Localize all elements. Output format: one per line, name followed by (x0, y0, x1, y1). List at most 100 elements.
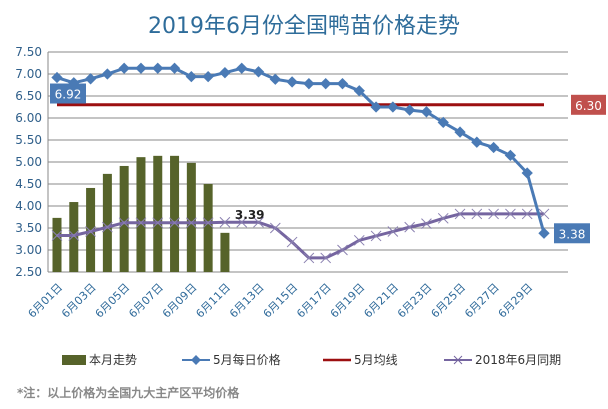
y-tick-label: 4.50 (15, 177, 42, 191)
may-daily-marker (538, 227, 550, 239)
series-2018-marker (68, 230, 80, 241)
legend-bar-swatch-icon (62, 354, 86, 365)
may-daily-marker (504, 149, 517, 162)
legend-label: 5月均线 (354, 353, 398, 367)
series-2018-marker (253, 216, 264, 228)
x-tick-label: 6月19日 (328, 281, 368, 321)
may-daily-marker (84, 73, 97, 85)
data-label-box (50, 83, 86, 104)
y-tick-label: 7.50 (15, 45, 42, 59)
series-2018-marker (471, 208, 483, 220)
data-label-box (571, 94, 606, 115)
may-daily-marker (219, 67, 231, 79)
y-tick-label: 6.50 (15, 89, 42, 103)
bar (119, 165, 129, 272)
x-tick-label: 6月15日 (261, 281, 301, 321)
legend-x-line-icon (444, 355, 472, 364)
y-tick-label: 5.00 (15, 155, 42, 169)
series-2018-marker (320, 252, 332, 264)
legend-item-may-daily[interactable]: 5月每日价格 (182, 351, 281, 368)
bar (203, 184, 213, 272)
x-tick-label: 6月23日 (395, 281, 435, 321)
data-label: 6.92 (55, 88, 82, 102)
series-2018-marker (387, 226, 399, 237)
y-tick-label: 5.50 (15, 133, 42, 147)
bar (186, 162, 196, 272)
may-daily-marker (471, 136, 483, 148)
may-daily-marker (269, 73, 281, 85)
x-tick-label: 6月01日 (26, 281, 66, 321)
x-tick-label: 6月21日 (361, 281, 401, 321)
x-tick-label: 6月27日 (462, 281, 502, 321)
data-label-box (554, 223, 590, 244)
y-tick-label: 3.00 (15, 243, 42, 257)
bar (102, 173, 112, 272)
may-daily-marker (51, 71, 63, 84)
bar (170, 155, 180, 272)
bar (52, 217, 62, 272)
chart-title: 2019年6月份全国鸭苗价格走势 (148, 14, 460, 39)
series-2018-marker (421, 218, 432, 229)
y-tick-label: 3.50 (15, 221, 42, 235)
series-2018-marker (404, 221, 416, 233)
x-tick-label: 6月29日 (496, 281, 536, 321)
series-2018-marker (219, 216, 231, 228)
series-2018-marker (286, 236, 298, 248)
data-label: 3.38 (559, 227, 586, 241)
series-2018-marker (303, 252, 315, 264)
may-daily-marker (387, 101, 399, 113)
may-daily-line (56, 66, 546, 234)
series-2018-marker (135, 217, 147, 229)
series-2018-marker (437, 212, 449, 224)
series-2018-marker (169, 217, 180, 229)
may-daily-marker (454, 126, 466, 138)
bar (153, 155, 163, 272)
series-2018-marker (337, 244, 348, 256)
may-daily-marker (303, 78, 315, 90)
may-daily-marker (286, 76, 298, 88)
may-daily-marker (320, 78, 332, 90)
may-daily-marker (252, 66, 265, 78)
series-2018-marker (353, 234, 365, 246)
x-tick-label: 6月05日 (93, 281, 133, 321)
x-tick-label: 6月07日 (126, 281, 166, 321)
legend-label: 5月每日价格 (213, 353, 281, 367)
may-daily-marker (336, 78, 349, 90)
series-2018-marker (488, 208, 499, 220)
may-daily-marker (135, 62, 147, 74)
footnote: *注：以上价格为全国九大主产区平均价格 (17, 386, 240, 400)
bar (69, 202, 79, 272)
series-2018-marker (505, 208, 516, 220)
may-daily-marker (236, 62, 248, 74)
series-2018-marker (521, 208, 533, 220)
may-daily-marker (521, 167, 533, 179)
may-daily-marker (185, 70, 198, 83)
may-daily-marker (202, 70, 214, 83)
may-daily-marker (168, 62, 181, 74)
x-tick-label: 6月13日 (227, 281, 267, 321)
may-daily-marker (118, 62, 130, 74)
may-daily-marker (487, 141, 500, 154)
series-2018-marker (102, 221, 113, 233)
x-tick-label: 6月25日 (429, 281, 469, 321)
x-tick-label: 6月17日 (294, 281, 334, 321)
legend-item-may-average[interactable]: 5月均线 (323, 351, 398, 368)
data-label: 3.39 (235, 208, 265, 222)
data-label: 6.30 (575, 99, 602, 113)
series-2018-marker (152, 217, 164, 229)
x-tick-label: 6月11日 (193, 281, 233, 321)
legend-item-bars[interactable]: 本月走势 (62, 351, 137, 368)
legend-item-2018[interactable]: 2018年6月同期 (444, 351, 561, 368)
series-2018-marker (454, 208, 466, 220)
series-2018-marker (370, 230, 382, 242)
x-tick-label: 6月03日 (59, 281, 99, 321)
may-daily-marker (152, 62, 164, 74)
legend-label: 本月走势 (89, 353, 138, 367)
series-2018-marker (202, 217, 214, 229)
bar (220, 232, 230, 272)
y-tick-label: 2.50 (15, 265, 42, 279)
series-2018-line (57, 212, 544, 260)
bar (136, 157, 146, 272)
may-daily-marker (101, 68, 114, 80)
